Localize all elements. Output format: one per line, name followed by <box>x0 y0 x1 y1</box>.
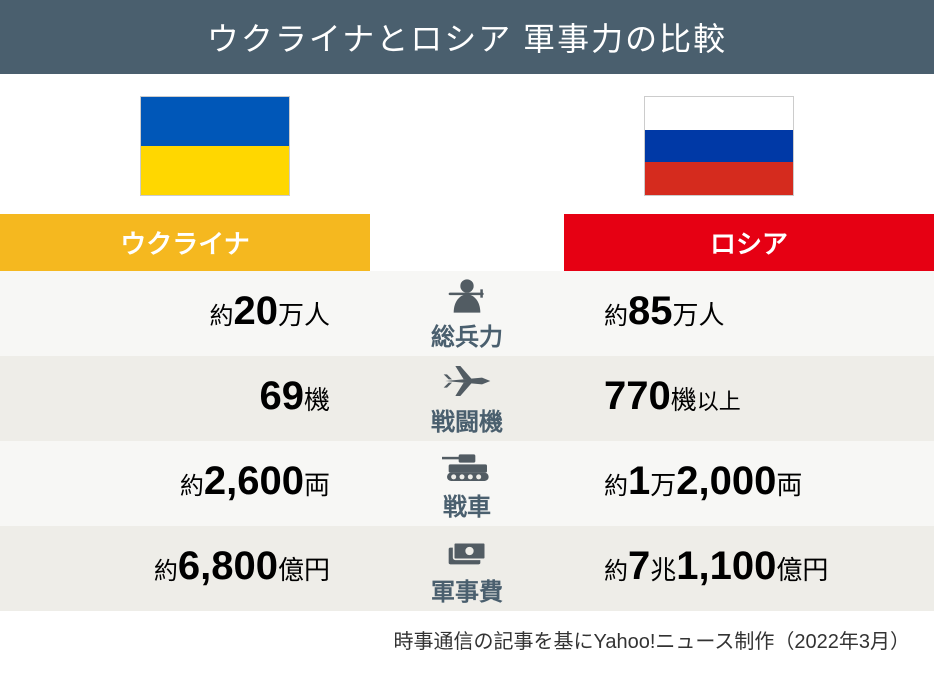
row-tanks-right: 約 1 万 2,000 両 <box>564 441 934 526</box>
row-tanks-mid: 戦車 <box>370 441 564 526</box>
row-budget-mid: 軍事費 <box>370 526 564 611</box>
money-icon <box>439 532 495 570</box>
row-tanks-left: 約 2,600 両 <box>0 441 370 526</box>
row-tanks-label: 戦車 <box>443 487 491 522</box>
russia-flag <box>644 96 794 196</box>
flags-row <box>0 74 934 214</box>
russia-header: ロシア <box>564 214 934 271</box>
row-budget-right: 約 7 兆 1,100 億円 <box>564 526 934 611</box>
row-jets-mid: 戦闘機 <box>370 356 564 441</box>
tank-icon <box>439 447 495 485</box>
row-troops-right: 約 85 万人 <box>564 271 934 356</box>
page-title: ウクライナとロシア 軍事力の比較 <box>207 21 727 57</box>
ukraine-flag <box>140 96 290 196</box>
middle-header-spacer <box>370 214 564 271</box>
row-budget-left: 約 6,800 億円 <box>0 526 370 611</box>
title-bar: ウクライナとロシア 軍事力の比較 <box>0 0 934 74</box>
jet-icon <box>439 362 495 400</box>
row-jets-label: 戦闘機 <box>431 402 503 437</box>
footer-text: 時事通信の記事を基にYahoo!ニュース制作（2022年3月） <box>393 631 910 653</box>
row-troops-mid: 総兵力 <box>370 271 564 356</box>
comparison-grid: ウクライナ ロシア 約 20 万人 総兵力 約 85 万人 69 機 戦闘機 7… <box>0 214 934 611</box>
row-troops-label: 総兵力 <box>431 317 503 352</box>
footer-credit: 時事通信の記事を基にYahoo!ニュース制作（2022年3月） <box>0 611 934 654</box>
soldier-icon <box>439 277 495 315</box>
russia-name: ロシア <box>710 229 788 259</box>
row-budget-label: 軍事費 <box>431 572 503 607</box>
ukraine-name: ウクライナ <box>120 229 249 259</box>
ukraine-header: ウクライナ <box>0 214 370 271</box>
row-troops-left: 約 20 万人 <box>0 271 370 356</box>
row-jets-left: 69 機 <box>0 356 370 441</box>
row-jets-right: 770 機 以上 <box>564 356 934 441</box>
